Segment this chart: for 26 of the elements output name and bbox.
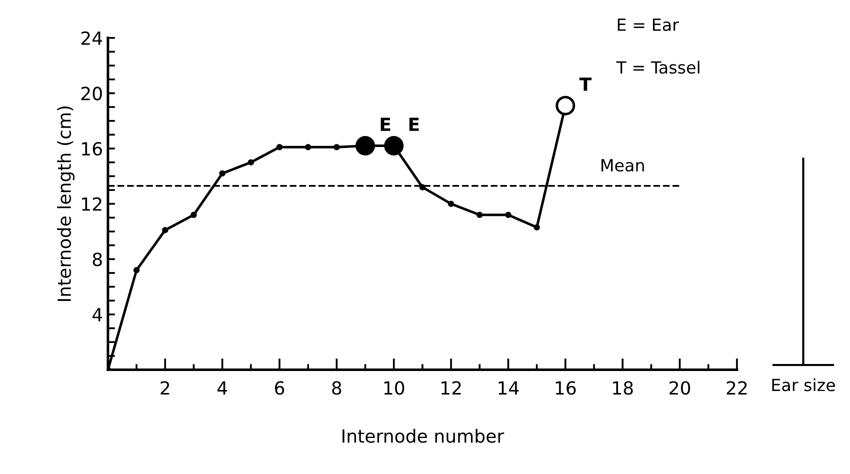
annotation: T = Tassel <box>616 60 700 74</box>
y-tick-label: 24 <box>81 31 102 45</box>
annotation: E <box>409 118 419 131</box>
y-tick-label: 8 <box>92 252 102 266</box>
x-tick-label: 10 <box>384 381 404 395</box>
x-tick-label: 8 <box>332 381 342 395</box>
x-tick-label: 4 <box>217 381 228 395</box>
x-tick-label: 20 <box>670 381 690 395</box>
annotation: T <box>579 78 592 91</box>
y-tick-label: 12 <box>82 197 102 211</box>
x-tick-label: 18 <box>613 381 633 395</box>
x-tick-label: 6 <box>275 381 284 395</box>
x-tick-label: 2 <box>160 381 170 395</box>
y-tick-label: 4 <box>92 308 102 322</box>
y-tick-label: 20 <box>81 86 102 100</box>
x-axis-title: Internode number <box>342 428 504 443</box>
text: Ear size <box>772 378 835 392</box>
y-axis-title: Internode length (cm) <box>57 106 75 301</box>
x-tick-label: 12 <box>442 381 461 395</box>
y-tick-label: 16 <box>82 142 102 156</box>
text: E = Ear <box>618 18 679 32</box>
x-tick-label: 16 <box>556 381 576 395</box>
annotation: E <box>380 118 390 131</box>
x-tick-label: 22 <box>726 381 747 395</box>
ref-line-label: Mean <box>602 159 644 172</box>
x-tick-label: 14 <box>498 381 519 395</box>
